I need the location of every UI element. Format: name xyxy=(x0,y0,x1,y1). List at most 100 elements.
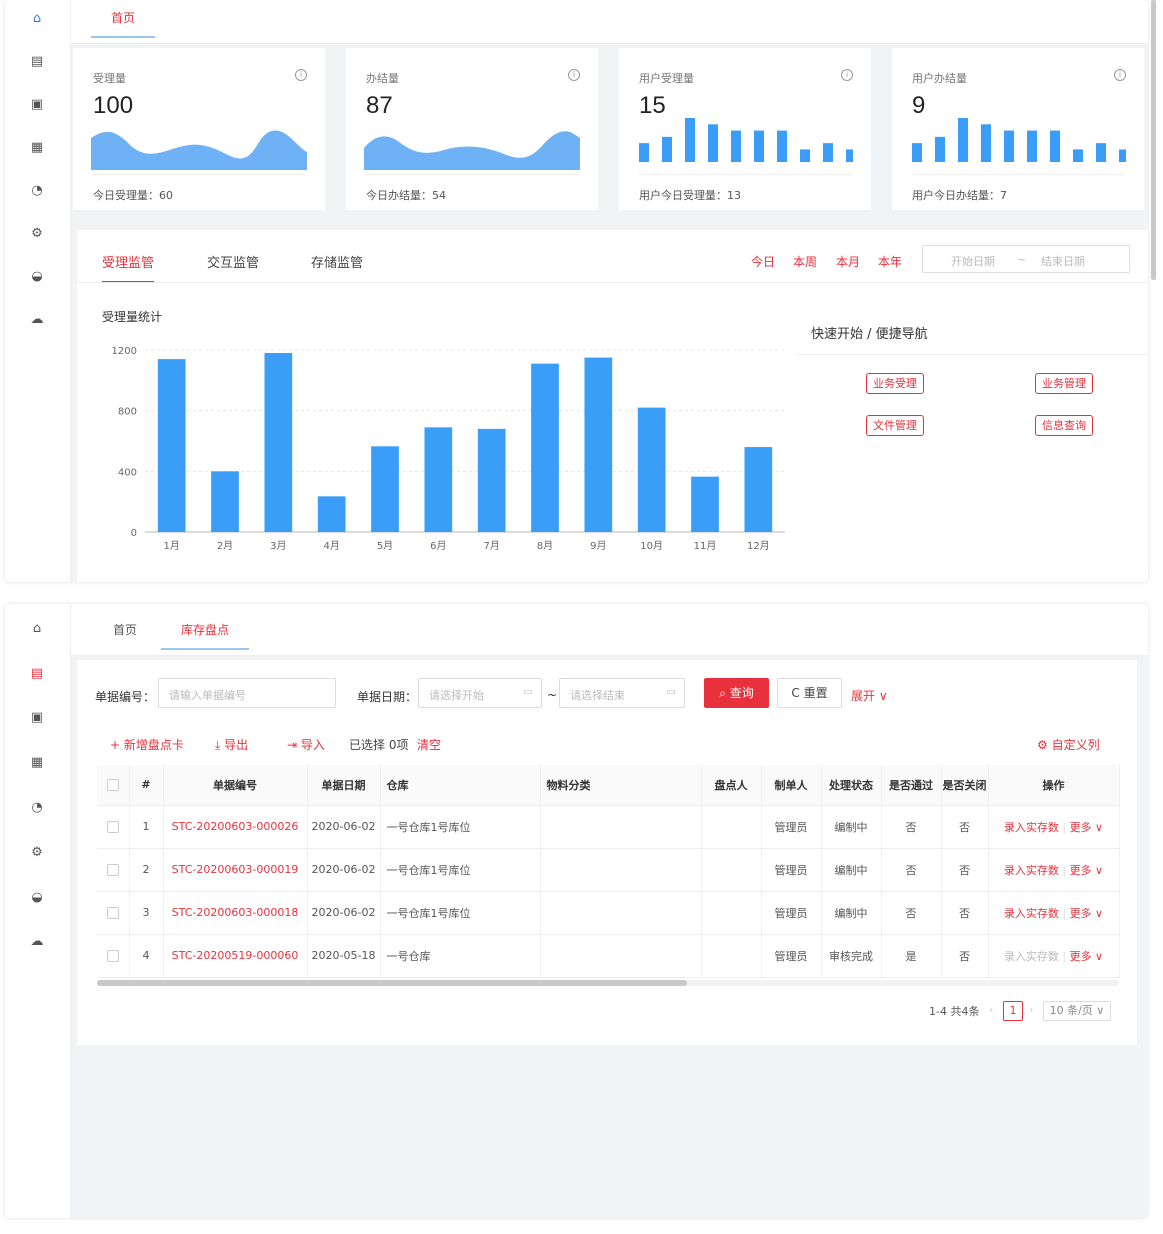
col-doc-date[interactable]: 单据日期 xyxy=(307,765,381,806)
warehouse: 一号仓库1号库位 xyxy=(380,891,541,935)
divider xyxy=(797,354,1148,355)
table-row[interactable]: 4 STC-20200519-000060 2020-05-18 一号仓库 管理员 审核完… xyxy=(97,934,1120,978)
tab-interaction-monitor[interactable]: 交互监管 xyxy=(207,256,260,271)
row-checkbox-cell[interactable] xyxy=(97,891,130,935)
select-all-checkbox[interactable] xyxy=(106,779,119,792)
more-actions-link[interactable]: 更多 xyxy=(1069,820,1092,834)
page-scrollbar[interactable] xyxy=(1151,0,1156,280)
material-category xyxy=(540,934,702,978)
card-footer: 用户今日受理量：13 xyxy=(639,174,851,203)
next-page-icon[interactable]: › xyxy=(1029,1003,1034,1016)
expand-toggle[interactable]: 展开 ∨ xyxy=(851,687,888,704)
tab-accept-monitor[interactable]: 受理监管 xyxy=(102,252,155,283)
tab-home[interactable]: 首页 xyxy=(91,10,156,38)
tab-storage-monitor[interactable]: 存储监管 xyxy=(311,256,364,271)
date-range-picker[interactable]: 开始日期 ~ 结束日期 xyxy=(922,245,1130,273)
file-icon[interactable]: ▣ xyxy=(30,97,44,112)
file-icon[interactable]: ▣ xyxy=(30,710,44,725)
doc-no-link[interactable]: STC-20200603-000018 xyxy=(163,891,308,935)
tab-home[interactable]: 首页 xyxy=(113,623,138,637)
tab-inventory-check[interactable]: 库存盘点 xyxy=(161,622,250,650)
row-checkbox-cell[interactable] xyxy=(97,805,130,849)
table-row[interactable]: 1 STC-20200603-000026 2020-06-02 一号仓库1号库位 管理… xyxy=(97,805,1120,849)
col-closed[interactable]: 是否关闭 xyxy=(941,765,989,806)
enter-actual-qty-link[interactable]: 录入实存数 xyxy=(1003,906,1059,920)
query-button[interactable]: ⌕ 查询 xyxy=(704,678,769,708)
custom-columns-button[interactable]: ⚙ 自定义列 xyxy=(1037,736,1100,753)
spark-bar xyxy=(662,136,672,162)
range-today[interactable]: 今日 xyxy=(751,255,776,269)
quick-link-business-manage[interactable]: 业务管理 xyxy=(1035,373,1093,394)
more-actions-link[interactable]: 更多 xyxy=(1069,906,1092,920)
start-date-input[interactable]: 请选择开始 ▭ xyxy=(418,678,542,708)
row-checkbox[interactable] xyxy=(106,950,119,962)
document-icon[interactable]: ▤ xyxy=(30,54,44,69)
range-year[interactable]: 本年 xyxy=(878,255,903,269)
export-button[interactable]: ⤓ 导出 xyxy=(215,736,248,753)
row-checkbox-cell[interactable] xyxy=(97,848,130,892)
col-warehouse[interactable]: 仓库 xyxy=(380,765,541,806)
bar-6月 xyxy=(424,427,453,532)
stat-card-accepted: 受理量 i 100 今日受理量：60 xyxy=(73,48,325,210)
info-icon[interactable]: i xyxy=(568,69,580,81)
row-checkbox[interactable] xyxy=(106,821,119,833)
enter-actual-qty-link[interactable]: 录入实存数 xyxy=(1003,949,1059,963)
chat-icon[interactable]: ◒ xyxy=(31,269,43,284)
quick-link-file-manage[interactable]: 文件管理 xyxy=(866,415,924,436)
doc-no-link[interactable]: STC-20200519-000060 xyxy=(163,934,308,978)
import-label: 导入 xyxy=(300,738,325,752)
dashboard-icon[interactable]: ◔ xyxy=(31,183,43,198)
reset-label: 重置 xyxy=(803,686,828,700)
reset-button[interactable]: C 重置 xyxy=(777,678,842,708)
col-material-category[interactable]: 物料分类 xyxy=(540,765,702,806)
enter-actual-qty-link[interactable]: 录入实存数 xyxy=(1003,863,1059,877)
prev-page-icon[interactable]: ‹ xyxy=(989,1003,994,1016)
page-size-select[interactable]: 10 条/页 ∨ xyxy=(1043,1001,1111,1021)
material-category xyxy=(540,805,702,849)
chat-icon[interactable]: ◒ xyxy=(31,890,43,905)
home-icon[interactable]: ⌂ xyxy=(32,11,42,26)
spark-bar xyxy=(1073,149,1083,162)
bar-1月 xyxy=(157,359,186,532)
page-1-button[interactable]: 1 xyxy=(1003,1001,1023,1021)
row-checkbox-cell[interactable] xyxy=(97,934,130,978)
grid-icon[interactable]: ▦ xyxy=(30,755,44,770)
row-checkbox[interactable] xyxy=(106,864,119,876)
cloud-icon[interactable]: ☁ xyxy=(30,312,44,327)
settings-icon[interactable]: ⚙ xyxy=(31,845,43,860)
cloud-icon[interactable]: ☁ xyxy=(30,934,44,949)
table-row[interactable]: 3 STC-20200603-000018 2020-06-02 一号仓库1号库位 管理… xyxy=(97,891,1120,935)
info-icon[interactable]: i xyxy=(1114,69,1126,81)
col-status[interactable]: 处理状态 xyxy=(821,765,882,806)
quick-link-business-accept[interactable]: 业务受理 xyxy=(866,373,924,394)
home-icon[interactable]: ⌂ xyxy=(32,621,42,636)
document-icon[interactable]: ▤ xyxy=(30,666,44,681)
col-passed[interactable]: 是否通过 xyxy=(881,765,942,806)
clear-selection-link[interactable]: 清空 xyxy=(417,738,442,752)
col-maker[interactable]: 制单人 xyxy=(761,765,822,806)
col-checker[interactable]: 盘点人 xyxy=(701,765,762,806)
more-actions-link[interactable]: 更多 xyxy=(1069,949,1092,963)
range-month[interactable]: 本月 xyxy=(836,255,861,269)
table-row[interactable]: 2 STC-20200603-000019 2020-06-02 一号仓库1号库位 管理… xyxy=(97,848,1120,892)
quick-link-info-query[interactable]: 信息查询 xyxy=(1035,415,1093,436)
table-horizontal-scrollbar[interactable] xyxy=(97,980,1119,986)
col-doc-no[interactable]: 单据编号 xyxy=(163,765,308,806)
doc-no-link[interactable]: STC-20200603-000026 xyxy=(163,805,308,849)
dashboard-icon[interactable]: ◔ xyxy=(31,800,43,815)
range-week[interactable]: 本周 xyxy=(793,255,818,269)
scrollbar-thumb[interactable] xyxy=(97,980,687,986)
bar-5月 xyxy=(371,446,399,532)
add-check-card-button[interactable]: + 新增盘点卡 xyxy=(110,736,184,753)
info-icon[interactable]: i xyxy=(841,69,853,81)
doc-no-link[interactable]: STC-20200603-000019 xyxy=(163,848,308,892)
info-icon[interactable]: i xyxy=(295,69,307,81)
row-checkbox[interactable] xyxy=(106,907,119,919)
settings-icon[interactable]: ⚙ xyxy=(31,226,43,241)
doc-no-input[interactable]: 请输入单据编号 xyxy=(158,678,336,708)
enter-actual-qty-link[interactable]: 录入实存数 xyxy=(1003,820,1059,834)
more-actions-link[interactable]: 更多 xyxy=(1069,863,1092,877)
import-button[interactable]: ⇥ 导入 xyxy=(287,736,325,753)
end-date-input[interactable]: 请选择结束 ▭ xyxy=(559,678,685,708)
grid-icon[interactable]: ▦ xyxy=(30,140,44,155)
